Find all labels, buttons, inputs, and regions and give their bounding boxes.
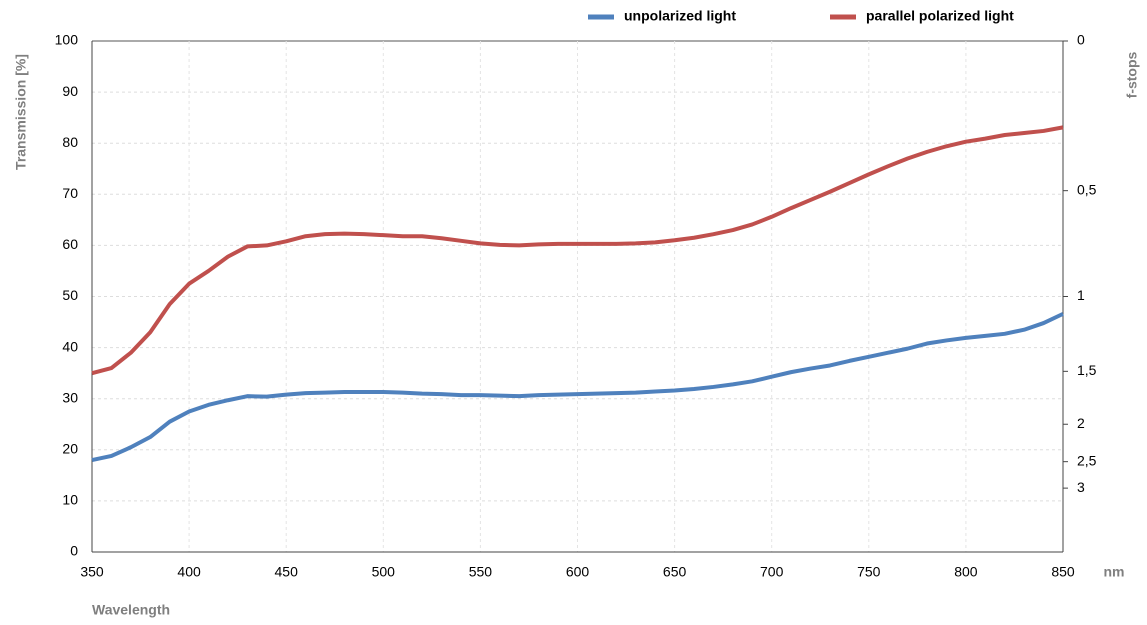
y-tick-label: 50 xyxy=(62,287,78,303)
data-line xyxy=(91,125,1064,376)
y-axis-label: Transmission [%] xyxy=(13,54,29,170)
x-tick-label: 700 xyxy=(760,564,784,580)
y2-axis-label: f-stops xyxy=(1124,51,1140,98)
y2-tick-label: 3 xyxy=(1077,479,1085,495)
x-tick-label: 400 xyxy=(177,564,201,580)
x-tick-label: 350 xyxy=(80,564,104,580)
y-tick-label: 30 xyxy=(62,389,78,405)
x-tick-label: 750 xyxy=(857,564,881,580)
y-tick-label: 20 xyxy=(62,441,78,457)
legend-label: unpolarized light xyxy=(624,8,736,24)
y2-tick-label: 1,5 xyxy=(1077,362,1097,378)
x-tick-label: 500 xyxy=(372,564,396,580)
data-line xyxy=(91,312,1064,462)
legend-label: parallel polarized light xyxy=(866,8,1014,24)
y-tick-label: 60 xyxy=(62,236,78,252)
y-tick-label: 80 xyxy=(62,134,78,150)
y2-tick-label: 1 xyxy=(1077,287,1085,303)
y2-tick-label: 2,5 xyxy=(1077,452,1097,468)
y-tick-label: 90 xyxy=(62,83,78,99)
x-tick-label: 850 xyxy=(1051,564,1075,580)
y2-tick-label: 0,5 xyxy=(1077,181,1097,197)
y-tick-label: 40 xyxy=(62,338,78,354)
y-tick-label: 0 xyxy=(70,543,78,559)
y-tick-label: 70 xyxy=(62,185,78,201)
y-tick-label: 100 xyxy=(55,32,79,48)
x-axis-label: Wavelength xyxy=(92,602,170,618)
x-unit: nm xyxy=(1104,564,1125,580)
x-tick-label: 550 xyxy=(469,564,493,580)
x-tick-label: 650 xyxy=(663,564,687,580)
y-tick-label: 10 xyxy=(62,492,78,508)
x-tick-label: 600 xyxy=(566,564,590,580)
x-tick-label: 450 xyxy=(275,564,299,580)
x-tick-label: 800 xyxy=(954,564,978,580)
y2-tick-label: 2 xyxy=(1077,415,1085,431)
y2-tick-label: 0 xyxy=(1077,32,1085,48)
